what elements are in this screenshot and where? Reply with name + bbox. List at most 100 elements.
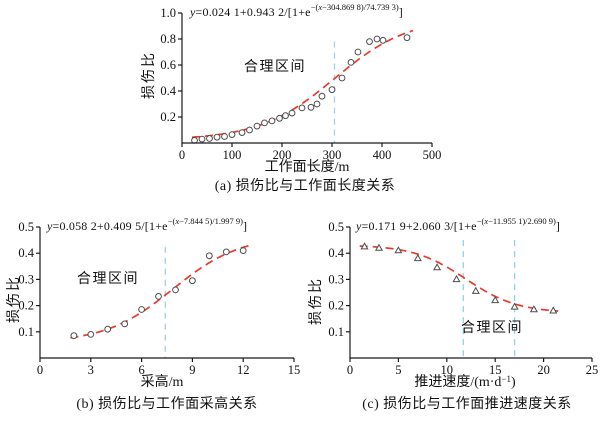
reasonable-interval-lines [462, 240, 516, 358]
data-point-triangle [510, 302, 519, 310]
y-tick-label: 0.3 [18, 272, 34, 286]
y-tick-label: 0.2 [160, 110, 176, 124]
data-points [360, 242, 558, 314]
y-tick-label: 0.3 [328, 272, 344, 286]
fit-curve [359, 245, 559, 312]
data-point-circle [213, 133, 221, 141]
data-point-triangle [549, 306, 558, 314]
data-point-circle [205, 252, 213, 260]
caption-a: (a) 损伤比与工作面长度关系 [214, 179, 396, 194]
y-tick-label: 0.8 [160, 32, 176, 46]
data-point-circle [373, 35, 381, 43]
y-tick-label: 0.1 [18, 325, 34, 339]
data-point-circle [366, 38, 373, 45]
data-point-triangle [471, 286, 480, 294]
eq-exponent: −(x−11.955 1)/2.690 9) [476, 216, 556, 226]
x-tick-label: 5 [395, 363, 401, 377]
equation-a: y=0.024 1+0.943 2/[1+e−(x−304.869 8)/74.… [190, 2, 403, 20]
y-tick-label: 0.2 [18, 299, 34, 313]
eq-exponent: −(x−7.844 5)/1.997 9) [167, 216, 243, 226]
x-tick-label: 20 [537, 363, 550, 377]
y-axis-label-a: 损伤比 [141, 51, 157, 99]
equation-b: y=0.058 2+0.409 5/[1+e−(x−7.844 5)/1.997… [47, 216, 248, 234]
y-axis-label-c: 损伤比 [308, 277, 324, 325]
x-tick-label: 15 [288, 363, 300, 377]
x-ticks: 0 3 6 9 12 15 [37, 358, 300, 377]
data-point-circle [328, 86, 336, 94]
data-point-circle [121, 320, 129, 328]
y-tick-label: 0.4 [160, 84, 176, 98]
data-point-circle [104, 325, 112, 333]
data-point-triangle [491, 295, 500, 304]
y-tick-label: 0.4 [18, 246, 34, 260]
chart-a-canvas: 0 100 200 300 400 500 0.2 0.4 0.6 0.8 1.0 [160, 6, 442, 162]
data-point-circle [298, 104, 306, 112]
caption-c: (c) 损伤比与工作面推进速度关系 [362, 397, 572, 412]
y-tick-label: 0.6 [160, 58, 176, 72]
equation-c: y=0.171 9+2.060 3/[1+e−(x−11.955 1)/2.69… [356, 216, 560, 234]
x-axis-label-c: 推进速度/(m·d−1) [414, 374, 516, 390]
chart-b: 0 3 6 9 12 15 0.1 0.2 0.3 0.4 0.5 y=0.058 2+0.409 … [0, 211, 300, 422]
data-points [191, 34, 411, 144]
x-tick-label: 3 [88, 363, 94, 377]
eq-lhs: y [190, 5, 196, 19]
data-point-circle [338, 74, 346, 82]
data-point-circle [239, 247, 247, 254]
data-point-circle [246, 126, 253, 134]
data-point-circle [189, 277, 196, 285]
y-tick-label: 0.5 [328, 220, 344, 234]
x-tick-label: 400 [373, 148, 392, 162]
data-point-circle [221, 133, 228, 140]
data-point-circle [206, 135, 213, 142]
data-point-triangle [529, 305, 538, 313]
x-tick-label: 500 [423, 148, 442, 162]
x-tick-label: 100 [223, 148, 242, 162]
x-tick-label: 25 [586, 363, 599, 377]
data-point-circle [138, 306, 146, 313]
x-axis-label-a: 工作面长度/m [264, 160, 350, 175]
data-point-circle [347, 59, 355, 66]
data-point-circle [172, 286, 179, 294]
data-point-triangle [452, 274, 461, 283]
eq-lhs: y [47, 219, 53, 233]
eq-body: =0.058 2+0.409 5/[1+e [52, 219, 168, 233]
y-tick-label: 0.2 [328, 299, 344, 313]
x-tick-label: 10 [441, 363, 454, 377]
data-point-circle [70, 332, 78, 340]
data-point-triangle [413, 253, 422, 262]
data-point-circle [198, 135, 206, 143]
axis-lines [349, 227, 592, 359]
x-tick-label: 9 [189, 363, 195, 377]
data-point-circle [307, 103, 315, 111]
data-point-circle [313, 100, 321, 108]
data-points [70, 247, 247, 340]
data-point-circle [87, 331, 95, 338]
data-point-circle [282, 112, 289, 120]
y-ticks: 0.1 0.2 0.3 0.4 0.5 [328, 220, 350, 339]
eq-close: ] [242, 219, 248, 233]
region-label-c: 合理区间 [461, 321, 523, 336]
data-point-triangle [433, 263, 442, 271]
y-tick-label: 0.5 [18, 220, 34, 234]
x-axis-label-b: 采高/m [140, 375, 184, 390]
data-point-circle [261, 119, 268, 127]
data-point-circle [379, 36, 387, 44]
y-tick-label: 0.1 [328, 325, 344, 339]
caption-b: (b) 损伤比与工作面采高关系 [76, 397, 258, 412]
axis-lines [181, 13, 432, 144]
eq-exponent: −(x−304.869 8)/74.739 3) [310, 2, 399, 12]
x-tick-label: 12 [237, 363, 250, 377]
data-point-circle [276, 114, 283, 122]
data-point-circle [354, 48, 362, 56]
x-ticks: 0 100 200 300 400 500 [179, 143, 442, 162]
chart-c-canvas: 0 5 10 15 20 25 0.1 0.2 0.3 0.4 0.5 [328, 220, 599, 377]
y-ticks: 0.1 0.2 0.3 0.4 0.5 [18, 220, 40, 339]
data-point-circle [253, 122, 261, 130]
y-tick-label: 0.4 [328, 246, 344, 260]
data-point-circle [268, 117, 276, 125]
chart-c: 0 5 10 15 20 25 0.1 0.2 0.3 0.4 0.5 y=0.171 9+2.06… [300, 211, 600, 422]
eq-lhs: y [356, 219, 362, 233]
fit-curve [191, 29, 414, 139]
fit-curve [70, 244, 251, 339]
y-axis-label-b: 损伤比 [6, 275, 22, 323]
